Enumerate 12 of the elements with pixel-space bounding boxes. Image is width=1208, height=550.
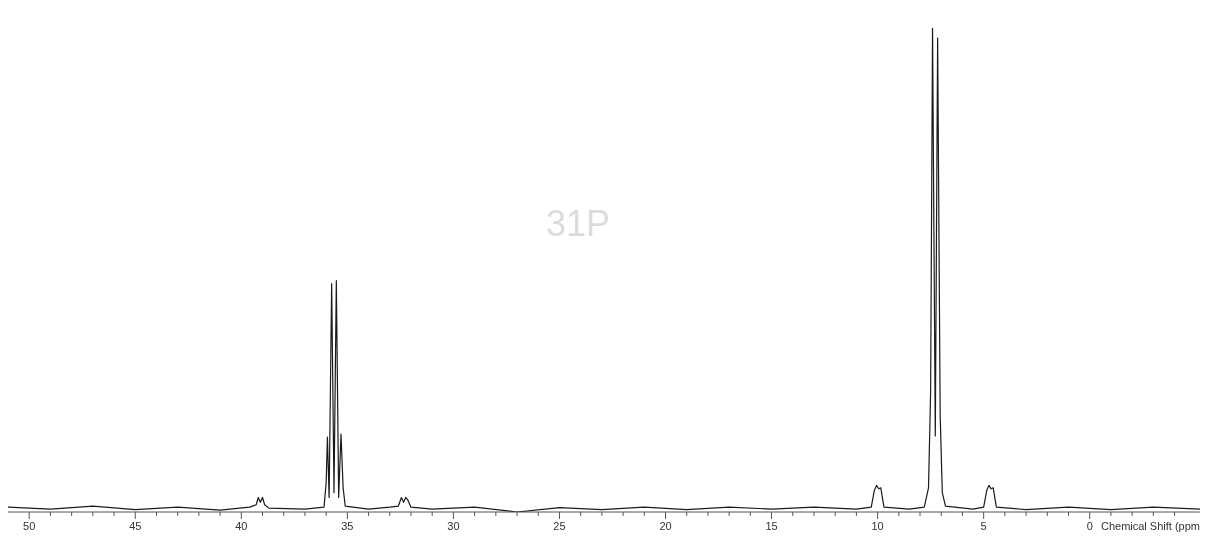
x-tick-label: 35 — [341, 520, 354, 532]
x-tick-label: 5 — [980, 520, 987, 532]
x-tick-label: 50 — [23, 520, 36, 532]
x-tick-label: 0 — [1086, 520, 1093, 532]
x-tick-label: 10 — [871, 520, 884, 532]
x-axis-title: Chemical Shift (ppm — [1100, 520, 1200, 532]
x-tick-label: 25 — [553, 520, 566, 532]
x-tick-label: 30 — [447, 520, 460, 532]
x-tick-label: 20 — [659, 520, 672, 532]
x-tick-label: 40 — [235, 520, 248, 532]
x-tick-label: 15 — [765, 520, 778, 532]
x-tick-label: 45 — [129, 520, 142, 532]
